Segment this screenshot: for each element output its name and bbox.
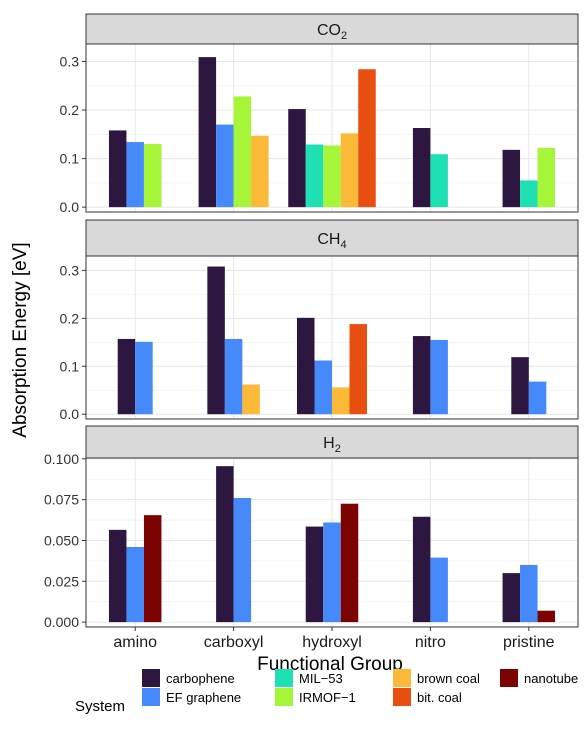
bar-hydroxyl-irmof-1 <box>323 145 341 208</box>
bar-hydroxyl-ef-graphene <box>323 522 341 623</box>
bar-amino-carbophene <box>108 130 127 208</box>
legend-item: nanotube <box>500 669 578 687</box>
bar-pristine-irmof-1 <box>537 147 556 208</box>
legend-item: MIL−53 <box>275 669 343 687</box>
facet-2: 0.000 0.025 0.050 0.075 0.100 H2 <box>44 425 579 630</box>
facet-strip <box>85 13 579 45</box>
x-tick-label: amino <box>113 634 157 651</box>
facet-0: 0.0 0.1 0.2 0.3 CO2 <box>60 13 579 215</box>
y-tick-label: 0.100 <box>44 451 79 467</box>
facet-strip <box>85 219 579 257</box>
bar-hydroxyl-ef-graphene <box>314 360 332 415</box>
bar-amino-carbophene <box>108 529 127 623</box>
bar-hydroxyl-brown-coal <box>332 387 350 415</box>
facet-strip-label: CO2 <box>317 22 347 42</box>
y-tick-label: 0.0 <box>60 199 80 215</box>
bar-amino-ef-graphene <box>126 142 144 208</box>
legend-label: MIL−53 <box>299 671 343 686</box>
bar-carboxyl-carbophene <box>207 266 225 415</box>
y-tick-label: 0.2 <box>60 102 80 118</box>
bar-pristine-carbophene <box>502 149 521 208</box>
facet-strip-label: CH4 <box>317 231 346 251</box>
bar-nitro-carbophene <box>412 336 431 415</box>
facet-1: 0.0 0.1 0.2 0.3 CH4 <box>60 219 579 422</box>
legend: carbophene EF graphene MIL−53 IRMOF−1 brown … <box>142 669 578 706</box>
bar-carboxyl-ef-graphene <box>224 338 243 415</box>
y-tick-label: 0.0 <box>60 406 80 422</box>
bar-amino-carbophene <box>117 338 136 415</box>
x-tick-label: carboxyl <box>204 634 264 651</box>
legend-swatch <box>275 669 293 687</box>
bar-hydroxyl-brown-coal <box>340 133 359 208</box>
y-tick-label: 0.075 <box>44 492 79 508</box>
x-tick-label: nitro <box>415 634 446 651</box>
legend-swatch <box>142 688 160 706</box>
bar-carboxyl-brown-coal <box>242 384 260 415</box>
legend-swatch <box>393 669 411 687</box>
bar-hydroxyl-bit-coal <box>349 324 367 415</box>
bar-hydroxyl-bit-coal <box>358 69 376 208</box>
bar-nitro-mil-53 <box>430 154 448 208</box>
y-tick-label: 0.050 <box>44 532 79 548</box>
legend-label: carbophene <box>166 671 235 686</box>
y-tick-label: 0.1 <box>60 358 80 374</box>
legend-title: System <box>75 698 125 715</box>
legend-label: bit. coal <box>417 690 462 705</box>
legend-swatch <box>393 688 411 706</box>
legend-label: brown coal <box>417 671 480 686</box>
legend-item: EF graphene <box>142 688 241 706</box>
bar-carboxyl-ef-graphene <box>216 124 234 208</box>
y-tick-label: 0.3 <box>60 53 80 69</box>
legend-label: nanotube <box>524 671 578 686</box>
bar-amino-irmof-1 <box>143 144 162 208</box>
x-axis-title: Functional Group <box>257 654 403 675</box>
y-tick-label: 0.3 <box>60 262 80 278</box>
legend-item: IRMOF−1 <box>275 688 356 706</box>
bar-amino-nanotube <box>143 515 162 623</box>
bar-amino-ef-graphene <box>126 546 144 623</box>
bar-nitro-carbophene <box>412 128 431 208</box>
bar-hydroxyl-mil-53 <box>305 144 324 208</box>
bar-pristine-carbophene <box>511 357 529 415</box>
y-tick-label: 0.1 <box>60 151 80 167</box>
y-tick-label: 0.025 <box>44 573 79 589</box>
legend-item: bit. coal <box>393 688 462 706</box>
bar-carboxyl-carbophene <box>198 57 217 208</box>
bar-carboxyl-irmof-1 <box>233 96 252 208</box>
x-tick-label: pristine <box>503 634 555 651</box>
bar-nitro-carbophene <box>412 516 431 623</box>
legend-swatch <box>275 688 293 706</box>
legend-label: EF graphene <box>166 690 241 705</box>
bar-hydroxyl-nanotube <box>340 503 359 623</box>
bar-pristine-carbophene <box>502 573 521 623</box>
bar-pristine-ef-graphene <box>520 564 538 623</box>
facet-strip-label: H2 <box>323 435 341 455</box>
bar-pristine-mil-53 <box>520 180 538 208</box>
x-tick-labels: amino carboxyl hydroxyl nitro pristine <box>113 627 555 651</box>
bar-nitro-ef-graphene <box>430 339 448 415</box>
y-tick-label: 0.2 <box>60 310 80 326</box>
legend-item: brown coal <box>393 669 480 687</box>
bar-hydroxyl-carbophene <box>297 317 315 415</box>
bar-hydroxyl-carbophene <box>288 109 306 208</box>
legend-label: IRMOF−1 <box>299 690 356 705</box>
legend-item: carbophene <box>142 669 235 687</box>
bar-hydroxyl-carbophene <box>305 526 324 623</box>
bar-carboxyl-brown-coal <box>251 135 269 208</box>
chart-panels: 0.0 0.1 0.2 0.3 CO2 0.0 0.1 0.2 0.3 CH4 0.000 0.025… <box>44 13 579 630</box>
bar-amino-ef-graphene <box>135 341 153 415</box>
y-tick-label: 0.000 <box>44 614 79 630</box>
y-axis-title: Absorption Energy [eV] <box>10 242 31 437</box>
facet-strip <box>85 425 579 459</box>
bar-nitro-ef-graphene <box>430 557 448 623</box>
x-tick-label: hydroxyl <box>302 634 362 651</box>
bar-pristine-ef-graphene <box>528 381 547 415</box>
bar-carboxyl-ef-graphene <box>233 498 252 623</box>
bar-pristine-nanotube <box>537 610 556 623</box>
bar-carboxyl-carbophene <box>216 466 234 623</box>
legend-swatch <box>500 669 518 687</box>
legend-swatch <box>142 669 160 687</box>
